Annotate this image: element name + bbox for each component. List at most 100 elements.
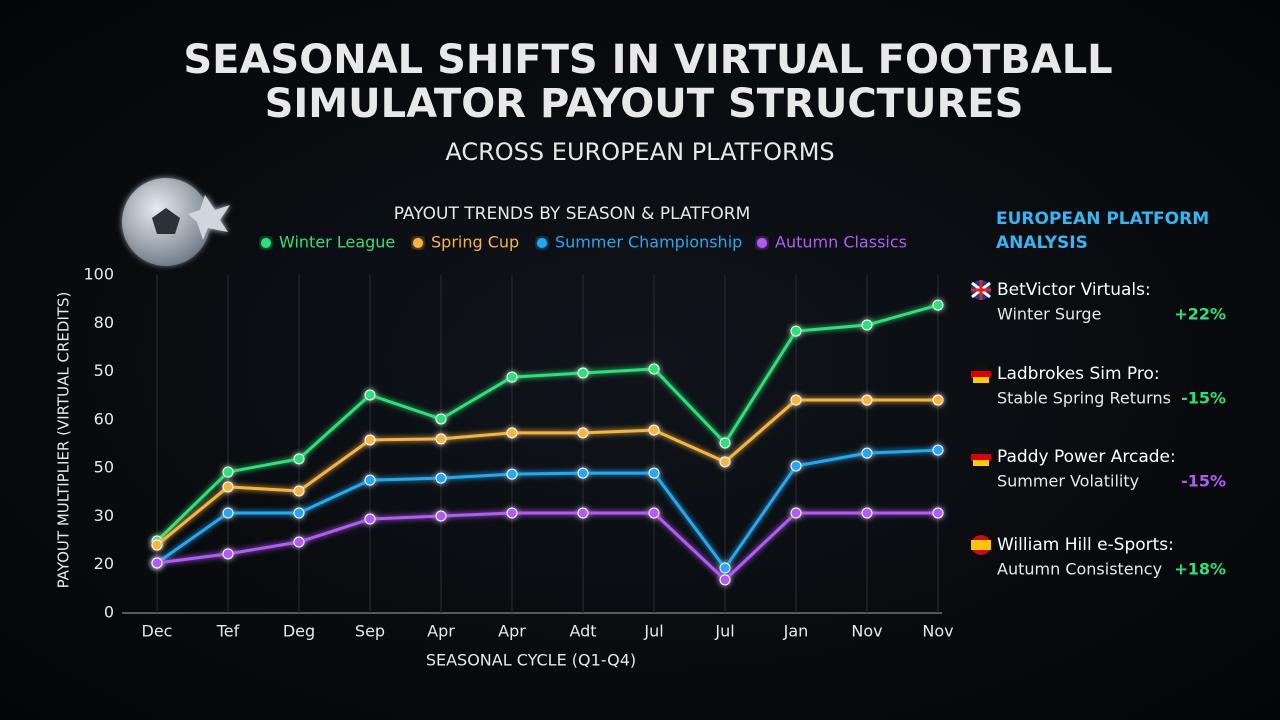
y-tick-label: 50: [94, 457, 114, 476]
platform-name: William Hill e-Sports:: [997, 535, 1174, 555]
data-point: [861, 507, 873, 519]
data-point: [222, 466, 234, 478]
data-point: [222, 548, 234, 560]
data-point: [293, 453, 305, 465]
legend-marker: [757, 238, 767, 248]
platform-note: Autumn Consistency: [997, 560, 1162, 579]
data-point: [506, 371, 518, 383]
data-point: [719, 562, 731, 574]
data-point: [222, 507, 234, 519]
y-tick-label: 80: [94, 313, 114, 332]
panel-heading: ANALYSIS: [996, 233, 1088, 253]
series-line: [156, 448, 939, 570]
series-line: [156, 398, 938, 547]
panel-heading: EUROPEAN PLATFORM: [996, 209, 1209, 229]
platform-change: -15%: [1181, 389, 1226, 408]
data-point: [932, 299, 944, 311]
y-tick-label: 0: [104, 603, 114, 622]
x-tick-label: Adt: [569, 622, 596, 641]
data-point: [364, 389, 376, 401]
legend-label: Autumn Classics: [775, 233, 907, 252]
data-point: [648, 467, 660, 479]
y-tick-label: 50: [94, 361, 114, 380]
y-axis-label: PAYOUT MULTIPLIER (VIRTUAL CREDITS): [55, 292, 73, 589]
y-tick-label: 100: [83, 265, 114, 284]
legend-label: Spring Cup: [431, 233, 519, 252]
data-point: [577, 507, 589, 519]
flag-de: [971, 364, 991, 384]
series-line: [156, 511, 938, 582]
data-point: [506, 427, 518, 439]
data-point: [790, 460, 802, 472]
data-point: [506, 468, 518, 480]
subtitle: ACROSS EUROPEAN PLATFORMS: [445, 138, 834, 166]
series: [151, 394, 944, 551]
data-point: [364, 434, 376, 446]
series-line: [155, 303, 939, 543]
data-point: [151, 557, 163, 569]
data-point: [648, 363, 660, 375]
platform-note: Summer Volatility: [997, 472, 1139, 491]
x-tick-label: Deg: [283, 622, 315, 641]
data-point: [861, 394, 873, 406]
data-point: [719, 437, 731, 449]
data-point: [293, 485, 305, 497]
chart-title: PAYOUT TRENDS BY SEASON & PLATFORM: [394, 204, 751, 224]
platform-change: +22%: [1174, 305, 1226, 324]
platform-name: BetVictor Virtuals:: [997, 280, 1151, 300]
y-tick-label: 60: [94, 410, 114, 429]
data-point: [577, 427, 589, 439]
x-tick-label: Jan: [783, 622, 809, 641]
series: [151, 507, 944, 586]
x-tick-label: Apr: [498, 622, 526, 641]
legend-label: Summer Championship: [555, 233, 742, 252]
x-axis-label: SEASONAL CYCLE (Q1-Q4): [426, 651, 636, 670]
data-point: [790, 394, 802, 406]
data-point: [435, 413, 447, 425]
x-tick-label: Apr: [427, 622, 455, 641]
platform-change: -15%: [1181, 472, 1226, 491]
title: SEASONAL SHIFTS IN VIRTUAL FOOTBALL: [183, 37, 1112, 83]
data-point: [577, 367, 589, 379]
data-point: [719, 574, 731, 586]
y-tick-label: 20: [94, 554, 114, 573]
data-point: [790, 507, 802, 519]
data-point: [222, 481, 234, 493]
legend-marker: [261, 238, 271, 248]
data-point: [293, 536, 305, 548]
ball-icon: [122, 178, 230, 266]
data-point: [648, 424, 660, 436]
data-point: [861, 319, 873, 331]
platform-note: Winter Surge: [997, 305, 1101, 324]
data-point: [506, 507, 518, 519]
x-tick-label: Jul: [643, 622, 663, 641]
legend-label: Winter League: [279, 233, 395, 252]
title: SIMULATOR PAYOUT STRUCTURES: [265, 81, 1024, 127]
flag-de: [971, 447, 991, 467]
data-point: [932, 507, 944, 519]
data-point: [932, 394, 944, 406]
data-point: [861, 447, 873, 459]
legend-marker: [413, 238, 423, 248]
y-tick-label: 30: [94, 506, 114, 525]
x-tick-label: Nov: [851, 622, 882, 641]
x-tick-label: Jul: [714, 622, 734, 641]
data-point: [790, 325, 802, 337]
legend-marker: [537, 238, 547, 248]
data-point: [151, 539, 163, 551]
data-point: [577, 467, 589, 479]
flag-es: [971, 535, 991, 555]
data-point: [293, 507, 305, 519]
data-point: [435, 433, 447, 445]
x-tick-label: Sep: [355, 622, 385, 641]
platform-change: +18%: [1174, 560, 1226, 579]
data-point: [435, 510, 447, 522]
x-tick-label: Dec: [142, 622, 173, 641]
x-tick-label: Nov: [922, 622, 953, 641]
x-tick-label: Tef: [216, 622, 240, 641]
data-point: [435, 472, 447, 484]
platform-note: Stable Spring Returns: [997, 389, 1171, 408]
